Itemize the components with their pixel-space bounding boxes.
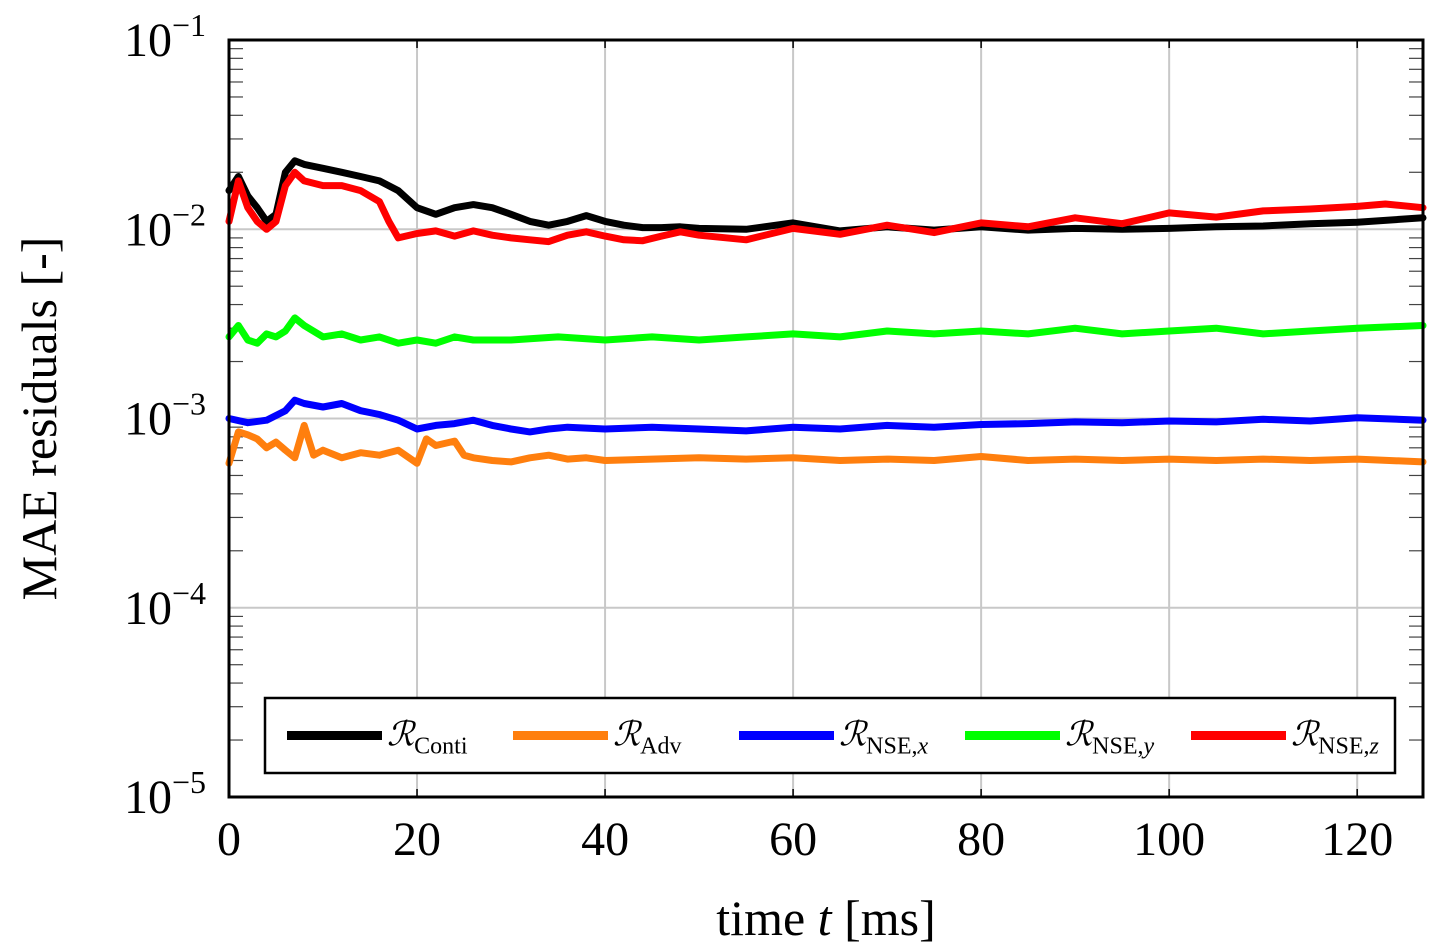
series-line — [225, 157, 1427, 235]
y-tick-label: 10−5 — [124, 764, 206, 824]
x-tick-label: 20 — [393, 813, 441, 866]
legend-label: ℛNSE,z — [1291, 717, 1379, 760]
x-axis-label: time t [ms] — [716, 890, 935, 946]
plot-frame — [227, 38, 1425, 799]
legend-label: ℛNSE,x — [839, 717, 928, 760]
legend-label: ℛConti — [387, 717, 468, 760]
series-line — [225, 314, 1427, 347]
x-tick-labels: 0 20 40 60 80 100 120 — [217, 813, 1393, 866]
series-line — [225, 396, 1427, 436]
series-line — [225, 421, 1427, 467]
series-layer — [225, 157, 1427, 467]
legend-label: ℛNSE,y — [1065, 717, 1154, 760]
y-tick-labels: 10−1 10−2 10−3 10−4 10−5 — [124, 7, 206, 824]
x-tick-label: 60 — [769, 813, 817, 866]
x-tick-label: 120 — [1321, 813, 1393, 866]
y-tick-label: 10−1 — [124, 7, 206, 67]
legend: ℛConti ℛAdv ℛNSE,x ℛNSE,y ℛNSE,z — [263, 696, 1397, 775]
legend-label: ℛAdv — [613, 717, 681, 760]
x-tick-label: 0 — [217, 813, 241, 866]
y-tick-label: 10−2 — [124, 196, 206, 256]
y-axis-label: MAE residuals [-] — [11, 237, 67, 601]
series-line — [225, 168, 1427, 246]
x-tick-label: 80 — [957, 813, 1005, 866]
y-tick-label: 10−4 — [124, 575, 206, 635]
y-tick-label: 10−3 — [124, 386, 206, 446]
x-tick-label: 40 — [581, 813, 629, 866]
x-tick-label: 100 — [1133, 813, 1205, 866]
